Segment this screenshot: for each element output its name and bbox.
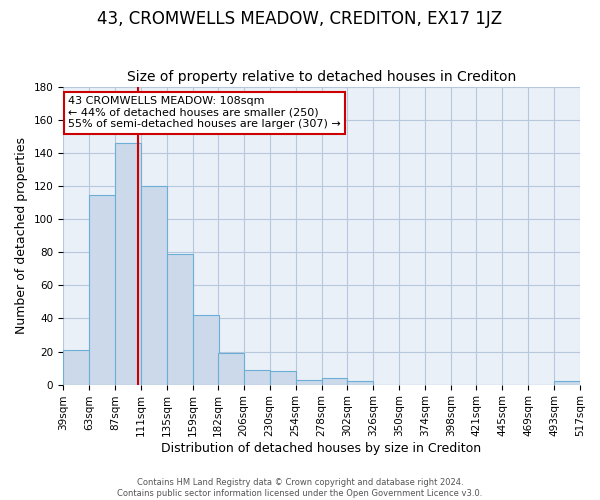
Bar [269, 372, 296, 384]
Bar [218, 353, 244, 384]
Bar [115, 144, 141, 384]
Text: 43, CROMWELLS MEADOW, CREDITON, EX17 1JZ: 43, CROMWELLS MEADOW, CREDITON, EX17 1JZ [97, 10, 503, 28]
Bar [167, 254, 193, 384]
Bar [141, 186, 167, 384]
Bar [347, 382, 373, 384]
Bar [89, 194, 115, 384]
Bar [244, 370, 269, 384]
Bar [63, 350, 89, 384]
Text: 43 CROMWELLS MEADOW: 108sqm
← 44% of detached houses are smaller (250)
55% of se: 43 CROMWELLS MEADOW: 108sqm ← 44% of det… [68, 96, 341, 129]
Y-axis label: Number of detached properties: Number of detached properties [15, 138, 28, 334]
Bar [193, 315, 219, 384]
X-axis label: Distribution of detached houses by size in Crediton: Distribution of detached houses by size … [161, 442, 482, 455]
Title: Size of property relative to detached houses in Crediton: Size of property relative to detached ho… [127, 70, 516, 85]
Bar [554, 382, 580, 384]
Bar [322, 378, 347, 384]
Text: Contains HM Land Registry data © Crown copyright and database right 2024.
Contai: Contains HM Land Registry data © Crown c… [118, 478, 482, 498]
Bar [296, 380, 322, 384]
